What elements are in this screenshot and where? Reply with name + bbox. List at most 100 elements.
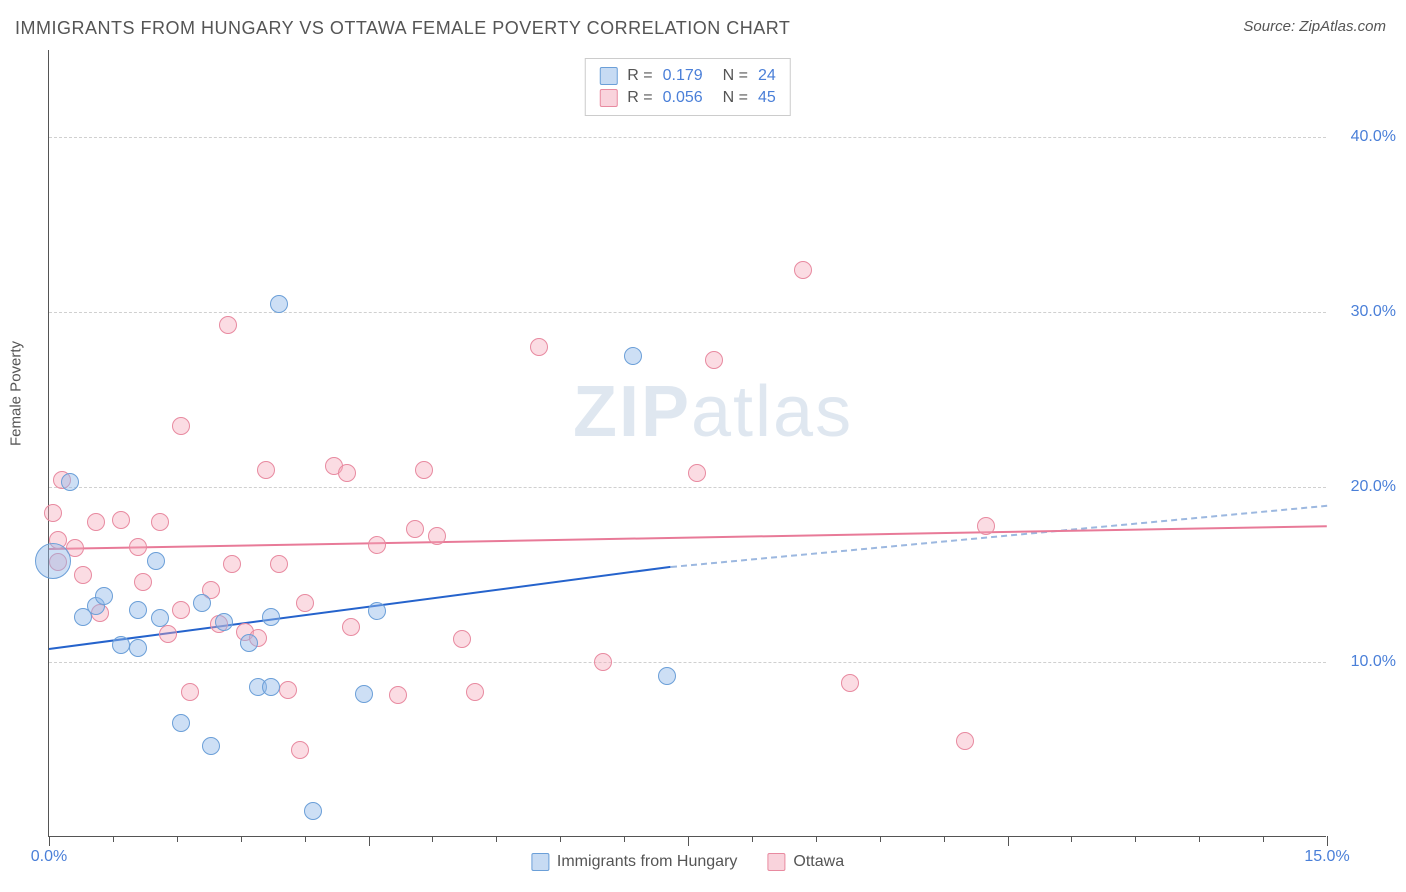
legend-series-item: Immigrants from Hungary (531, 853, 738, 871)
scatter-point-ottawa (406, 520, 424, 538)
scatter-point-ottawa (219, 316, 237, 334)
y-tick-label: 10.0% (1351, 653, 1396, 671)
legend-swatch (599, 89, 617, 107)
gridline (49, 137, 1326, 138)
legend-row: R = 0.179 N = 24 (599, 65, 775, 87)
x-tick-minor (752, 836, 753, 842)
scatter-point-hungary (151, 609, 169, 627)
scatter-point-ottawa (257, 461, 275, 479)
scatter-point-ottawa (172, 601, 190, 619)
scatter-point-ottawa (87, 513, 105, 531)
chart-container: IMMIGRANTS FROM HUNGARY VS OTTAWA FEMALE… (0, 0, 1406, 892)
scatter-point-ottawa (415, 461, 433, 479)
legend-n-value: 45 (758, 89, 776, 107)
scatter-point-ottawa (172, 417, 190, 435)
scatter-point-ottawa (428, 527, 446, 545)
x-tick-minor (1199, 836, 1200, 842)
x-tick-minor (880, 836, 881, 842)
scatter-point-ottawa (389, 686, 407, 704)
scatter-point-ottawa (44, 504, 62, 522)
y-tick-label: 30.0% (1351, 303, 1396, 321)
scatter-point-hungary (262, 608, 280, 626)
scatter-point-ottawa (279, 681, 297, 699)
source-name: ZipAtlas.com (1299, 18, 1386, 35)
x-tick-minor (624, 836, 625, 842)
legend-r-label: R = (627, 67, 652, 85)
legend-series-label: Ottawa (793, 853, 844, 871)
x-tick-minor (1071, 836, 1072, 842)
x-tick-minor (816, 836, 817, 842)
x-tick-mark (49, 836, 50, 846)
legend-series: Immigrants from Hungary Ottawa (531, 853, 844, 871)
legend-swatch (599, 67, 617, 85)
scatter-point-ottawa (159, 625, 177, 643)
scatter-point-ottawa (270, 555, 288, 573)
legend-r-value: 0.056 (663, 89, 713, 107)
scatter-point-ottawa (181, 683, 199, 701)
x-tick-minor (305, 836, 306, 842)
plot-area: ZIPatlas R =0.179N =24R =0.056N =45 Immi… (48, 50, 1326, 837)
chart-title: IMMIGRANTS FROM HUNGARY VS OTTAWA FEMALE… (15, 18, 790, 39)
legend-swatch (767, 853, 785, 871)
scatter-point-ottawa (530, 338, 548, 356)
scatter-point-hungary (262, 678, 280, 696)
scatter-point-ottawa (74, 566, 92, 584)
x-tick-mark (369, 836, 370, 846)
scatter-point-hungary (304, 802, 322, 820)
x-tick-minor (1135, 836, 1136, 842)
y-tick-label: 20.0% (1351, 478, 1396, 496)
x-tick-mark (1327, 836, 1328, 846)
x-tick-mark (1008, 836, 1009, 846)
scatter-point-hungary (129, 639, 147, 657)
scatter-point-hungary (129, 601, 147, 619)
scatter-point-ottawa (794, 261, 812, 279)
trend-line-pink (49, 526, 1327, 551)
scatter-point-hungary (215, 613, 233, 631)
scatter-point-hungary (368, 602, 386, 620)
x-tick-minor (560, 836, 561, 842)
scatter-point-hungary (355, 685, 373, 703)
scatter-point-hungary (240, 634, 258, 652)
scatter-point-ottawa (338, 464, 356, 482)
scatter-point-ottawa (129, 538, 147, 556)
scatter-point-ottawa (841, 674, 859, 692)
x-tick-minor (177, 836, 178, 842)
x-tick-minor (1263, 836, 1264, 842)
scatter-point-ottawa (466, 683, 484, 701)
scatter-point-hungary (35, 543, 71, 579)
scatter-point-ottawa (705, 351, 723, 369)
scatter-point-hungary (658, 667, 676, 685)
legend-correlation: R =0.179N =24R =0.056N =45 (584, 58, 790, 116)
x-tick-label: 15.0% (1304, 848, 1349, 866)
scatter-point-hungary (61, 473, 79, 491)
x-tick-minor (432, 836, 433, 842)
gridline (49, 487, 1326, 488)
scatter-point-ottawa (368, 536, 386, 554)
scatter-point-ottawa (296, 594, 314, 612)
legend-row: R =0.056N =45 (599, 87, 775, 109)
scatter-point-hungary (193, 594, 211, 612)
legend-n-label: N = (723, 67, 748, 85)
x-tick-mark (688, 836, 689, 846)
legend-series-item: Ottawa (767, 853, 844, 871)
legend-swatch (531, 853, 549, 871)
scatter-point-ottawa (594, 653, 612, 671)
y-axis-label: Female Poverty (8, 341, 25, 446)
source-prefix: Source: (1243, 18, 1299, 35)
scatter-point-hungary (112, 636, 130, 654)
watermark: ZIPatlas (573, 371, 853, 453)
x-tick-label: 0.0% (31, 848, 67, 866)
legend-r-label: R = (627, 89, 652, 107)
scatter-point-ottawa (112, 511, 130, 529)
y-tick-label: 40.0% (1351, 128, 1396, 146)
scatter-point-hungary (270, 295, 288, 313)
scatter-point-ottawa (223, 555, 241, 573)
scatter-point-hungary (172, 714, 190, 732)
legend-r-value: 0.179 (663, 67, 713, 85)
source-attribution: Source: ZipAtlas.com (1243, 18, 1386, 35)
scatter-point-ottawa (688, 464, 706, 482)
legend-n-value: 24 (758, 67, 776, 85)
scatter-point-hungary (624, 347, 642, 365)
x-tick-minor (496, 836, 497, 842)
scatter-point-ottawa (453, 630, 471, 648)
